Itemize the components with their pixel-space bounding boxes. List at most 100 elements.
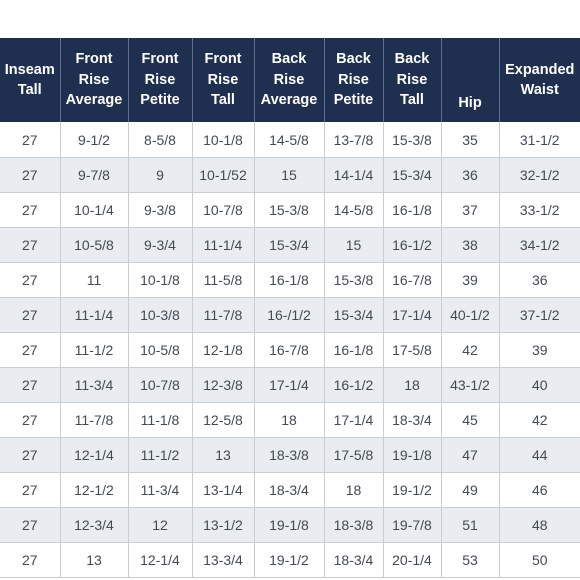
table-cell: 27 [0, 157, 61, 193]
table-cell: 33-1/2 [499, 192, 580, 228]
table-cell: 18-3/4 [383, 402, 442, 438]
table-cell: 19-1/2 [383, 472, 442, 508]
table-cell: 36 [441, 157, 500, 193]
table-cell: 16-7/8 [254, 332, 325, 368]
header-front-rise-average: Front Rise Average [60, 38, 129, 122]
table-cell: 16-1/8 [254, 262, 325, 298]
header-front-rise-average-text: Front Rise Average [65, 51, 123, 109]
table-cell: 12-3/4 [60, 507, 129, 543]
table-cell: 10-3/8 [128, 297, 193, 333]
header-back-rise-petite: Back Rise Petite [324, 38, 384, 122]
table-cell: 27 [0, 402, 61, 438]
table-cell: 27 [0, 297, 61, 333]
table-row: 27 10-5/8 9-3/4 11-1/4 15-3/4 15 16-1/2 38 34-1/… [0, 227, 580, 263]
table-cell: 18 [324, 472, 384, 508]
table-cell: 27 [0, 507, 61, 543]
table-cell: 14-1/4 [324, 157, 384, 193]
table-cell: 27 [0, 227, 61, 263]
table-cell: 13-3/4 [192, 542, 255, 578]
table-cell: 10-5/8 [60, 227, 129, 263]
table-cell: 17-1/4 [254, 367, 325, 403]
table-cell: 27 [0, 542, 61, 578]
table-cell: 12-1/2 [60, 472, 129, 508]
table-cell: 45 [441, 402, 500, 438]
table-cell: 15-3/8 [383, 122, 442, 158]
table-cell: 10-1/4 [60, 192, 129, 228]
table-cell: 9-7/8 [60, 157, 129, 193]
table-cell: 11-3/4 [128, 472, 193, 508]
table-cell: 15 [324, 227, 384, 263]
table-cell: 13-1/4 [192, 472, 255, 508]
table-cell: 11-7/8 [60, 402, 129, 438]
table-body: 27 9-1/2 8-5/8 10-1/8 14-5/8 13-7/8 15-3/8 35 31… [0, 122, 580, 578]
table-cell: 9-3/8 [128, 192, 193, 228]
table-cell: 35 [441, 122, 500, 158]
table-row: 27 11-1/2 10-5/8 12-1/8 16-7/8 16-1/8 17-5/8 42… [0, 332, 580, 368]
table-cell: 10-7/8 [128, 367, 193, 403]
table-cell: 27 [0, 262, 61, 298]
table-cell: 53 [441, 542, 500, 578]
table-cell: 10-7/8 [192, 192, 255, 228]
header-back-rise-tall: Back Rise Tall [383, 38, 442, 122]
table-cell: 9-3/4 [128, 227, 193, 263]
header-row: Inseam Tall Front Rise Average Front Ris… [0, 38, 580, 122]
header-back-rise-tall-text: Back Rise Tall [394, 51, 430, 109]
table-cell: 16-/1/2 [254, 297, 325, 333]
table-cell: 12-1/4 [128, 542, 193, 578]
table-cell: 11 [60, 262, 129, 298]
table-cell: 38 [441, 227, 500, 263]
header-hip: Hip [441, 38, 500, 122]
table-row: 27 11-1/4 10-3/8 11-7/8 16-/1/2 15-3/4 17-1/4 4… [0, 297, 580, 333]
table-cell: 10-1/8 [192, 122, 255, 158]
table-cell: 11-5/8 [192, 262, 255, 298]
table-cell: 20-1/4 [383, 542, 442, 578]
header-back-rise-petite-text: Back Rise Petite [333, 51, 374, 109]
table-cell: 49 [441, 472, 500, 508]
table-cell: 14-5/8 [254, 122, 325, 158]
table-cell: 15-3/4 [254, 227, 325, 263]
table-cell: 44 [499, 437, 580, 473]
table-row: 27 11 10-1/8 11-5/8 16-1/8 15-3/8 16-7/8 39 36 [0, 262, 580, 298]
table-cell: 36 [499, 262, 580, 298]
table-cell: 11-3/4 [60, 367, 129, 403]
table-cell: 40 [499, 367, 580, 403]
table-cell: 37-1/2 [499, 297, 580, 333]
table-cell: 14-5/8 [324, 192, 384, 228]
table-cell: 18-3/4 [324, 542, 384, 578]
header-back-rise-average: Back Rise Average [254, 38, 325, 122]
table-cell: 51 [441, 507, 500, 543]
table-cell: 17-1/4 [324, 402, 384, 438]
table-cell: 27 [0, 332, 61, 368]
table-cell: 11-1/2 [128, 437, 193, 473]
table-cell: 13 [192, 437, 255, 473]
table-cell: 9-1/2 [60, 122, 129, 158]
table-cell: 43-1/2 [441, 367, 500, 403]
table-cell: 16-1/8 [383, 192, 442, 228]
table-cell: 18-3/8 [254, 437, 325, 473]
table-row: 27 11-3/4 10-7/8 12-3/8 17-1/4 16-1/2 18 43-1/2… [0, 367, 580, 403]
header-front-rise-petite-text: Front Rise Petite [140, 51, 180, 109]
table-cell: 11-7/8 [192, 297, 255, 333]
table-cell: 39 [441, 262, 500, 298]
table-row: 27 9-7/8 9 10-1/52 15 14-1/4 15-3/4 36 32-1/2 [0, 157, 580, 193]
table-cell: 16-1/2 [383, 227, 442, 263]
table-cell: 15 [254, 157, 325, 193]
table-cell: 27 [0, 472, 61, 508]
table-cell: 12-5/8 [192, 402, 255, 438]
table-cell: 19-1/8 [254, 507, 325, 543]
table-cell: 18 [254, 402, 325, 438]
table-cell: 17-5/8 [383, 332, 442, 368]
table-cell: 37 [441, 192, 500, 228]
table-cell: 40-1/2 [441, 297, 500, 333]
table-cell: 13 [60, 542, 129, 578]
header-inseam-tall-text: Inseam Tall [4, 61, 55, 99]
table-cell: 34-1/2 [499, 227, 580, 263]
table-cell: 12-1/8 [192, 332, 255, 368]
header-front-rise-tall-text: Front Rise Tall [204, 51, 242, 109]
table-cell: 12 [128, 507, 193, 543]
table-cell: 15-3/8 [254, 192, 325, 228]
table-cell: 18 [383, 367, 442, 403]
table-cell: 10-5/8 [128, 332, 193, 368]
table-cell: 18-3/4 [254, 472, 325, 508]
table-cell: 13-1/2 [192, 507, 255, 543]
